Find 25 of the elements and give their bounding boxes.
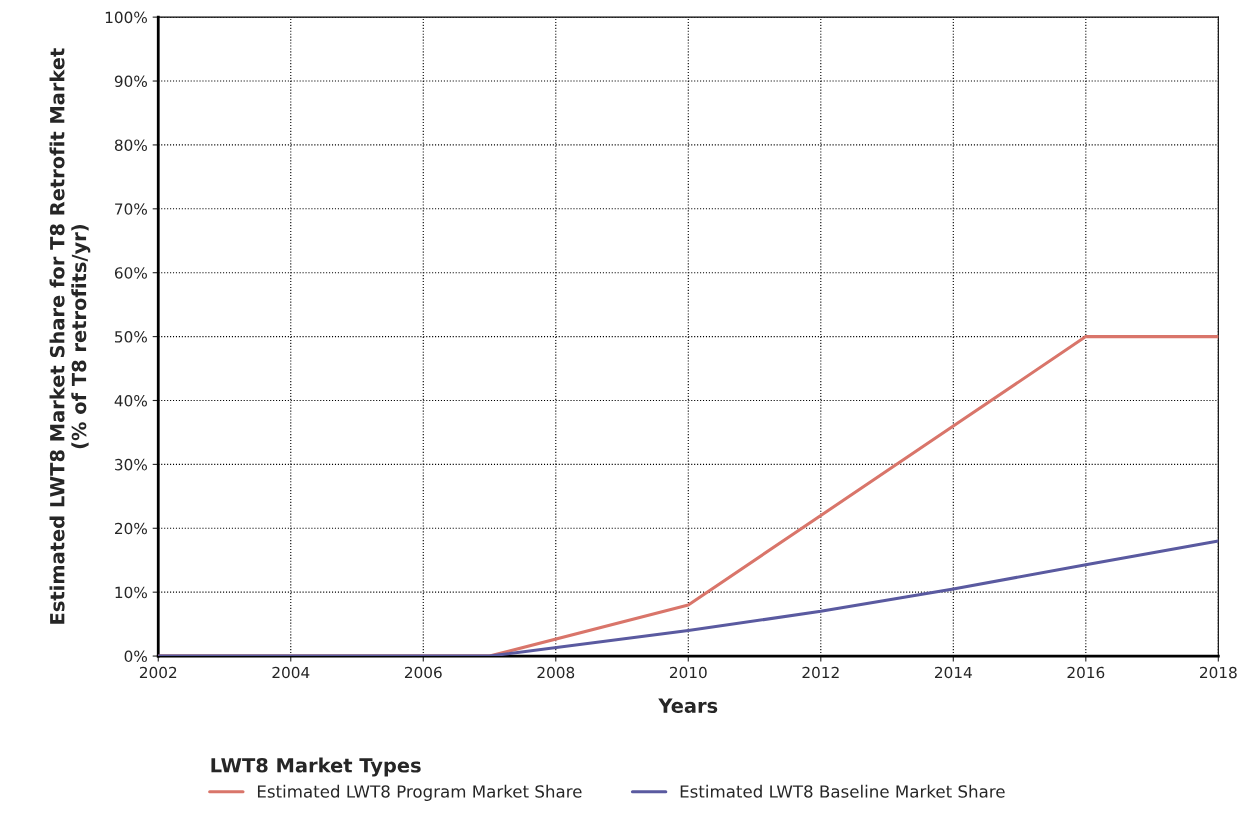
x-tick-label: 2010 <box>669 666 707 679</box>
y-axis-title: Estimated LWT8 Market Share for T8 Retrofit Market (% of T8 retrofits/yr) <box>49 48 91 624</box>
y-tick-label: 100% <box>105 11 147 24</box>
y-tick-label: 80% <box>114 139 147 151</box>
y-tick-label: 70% <box>115 203 147 215</box>
x-tick-label: 2012 <box>802 666 839 679</box>
x-tick-label: 2002 <box>139 666 177 679</box>
x-tick-label: 2016 <box>1067 666 1105 679</box>
y-tick-label: 0% <box>124 650 147 663</box>
x-tick-label: 2006 <box>404 666 442 679</box>
x-tick-label: 2018 <box>1200 666 1237 679</box>
x-tick-label: 2008 <box>537 666 575 679</box>
legend-label: Estimated LWT8 Baseline Market Share <box>680 784 1005 798</box>
y-tick-label: 60% <box>114 267 147 279</box>
legend-label: Estimated LWT8 Program Market Share <box>257 784 582 801</box>
x-tick-label: 2014 <box>934 666 972 679</box>
y-tick-label: 40% <box>114 394 147 407</box>
x-axis-title: Years <box>658 698 718 713</box>
legend-title: LWT8 Market Types <box>211 757 421 777</box>
y-tick-label: 30% <box>115 458 147 471</box>
y-tick-label: 90% <box>114 75 147 88</box>
x-tick-label: 2004 <box>272 666 310 679</box>
y-tick-label: 20% <box>115 522 147 535</box>
y-tick-label: 10% <box>115 586 147 599</box>
y-tick-label: 50% <box>115 331 147 343</box>
